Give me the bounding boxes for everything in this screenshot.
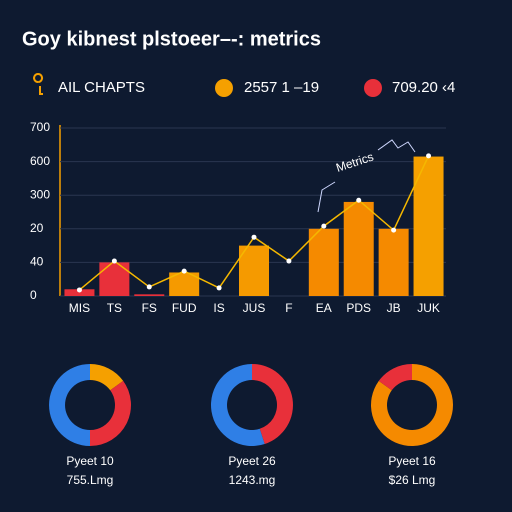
x-tick-label: MIS xyxy=(69,301,90,315)
y-tick-label: 0 xyxy=(30,288,37,302)
x-tick-label: F xyxy=(285,301,292,315)
bar xyxy=(378,228,409,296)
bar xyxy=(413,156,444,296)
legend-label: AIL CHAPTS xyxy=(58,79,145,96)
line-point xyxy=(146,284,152,290)
donut-segment xyxy=(252,364,293,444)
donut-title: Pyeet 26 xyxy=(228,454,276,468)
x-tick-label: IS xyxy=(213,301,224,315)
bar xyxy=(308,228,339,296)
bar xyxy=(99,262,130,296)
donut-segment xyxy=(49,364,90,446)
donut-segment xyxy=(370,364,453,446)
y-tick-label: 700 xyxy=(30,120,50,134)
donut-segment xyxy=(210,364,265,446)
x-tick-label: JB xyxy=(387,301,401,315)
line-point xyxy=(391,227,397,233)
line-point xyxy=(181,268,187,274)
line-point xyxy=(76,287,82,293)
line-point xyxy=(216,285,222,291)
donut-segment xyxy=(378,364,412,391)
key-icon xyxy=(33,73,44,95)
line-point xyxy=(321,223,327,229)
line-point xyxy=(356,197,362,203)
y-tick-label: 600 xyxy=(30,154,50,168)
donut-title: Pyeet 16 xyxy=(388,454,436,468)
legend-label: 2557 1 –19 xyxy=(244,79,319,96)
donut-subtitle: 755.Lmg xyxy=(67,473,114,487)
bar xyxy=(64,289,95,296)
y-tick-label: 20 xyxy=(30,221,44,235)
x-tick-label: EA xyxy=(316,301,332,315)
bar xyxy=(239,245,269,296)
x-tick-label: JUS xyxy=(243,301,266,315)
line-point xyxy=(286,258,292,264)
donut-title: Pyeet 10 xyxy=(66,454,114,468)
legend-dot xyxy=(364,79,382,97)
legend-label: 709.20 ‹4 xyxy=(392,79,455,96)
title: Goy kibnest plstoeer–-: metrics xyxy=(22,28,321,50)
donut-subtitle: 1243.mg xyxy=(229,473,276,487)
y-tick-label: 300 xyxy=(30,187,50,201)
x-tick-label: FS xyxy=(142,301,157,315)
x-tick-label: PDS xyxy=(346,301,371,315)
x-tick-label: FUD xyxy=(172,301,197,315)
bar xyxy=(134,294,165,296)
y-tick-label: 40 xyxy=(30,255,44,269)
line-point xyxy=(251,234,257,240)
donut-segment xyxy=(90,380,132,446)
legend-dot xyxy=(215,79,233,97)
annotation-pointer xyxy=(317,139,416,213)
line-point xyxy=(111,258,117,264)
donut-segment xyxy=(90,363,124,391)
bar xyxy=(343,201,374,296)
donut-subtitle: $26 Lmg xyxy=(389,473,436,487)
bar xyxy=(169,272,200,296)
x-tick-label: JUK xyxy=(417,301,440,315)
line-point xyxy=(426,153,432,159)
x-tick-label: TS xyxy=(107,301,122,315)
